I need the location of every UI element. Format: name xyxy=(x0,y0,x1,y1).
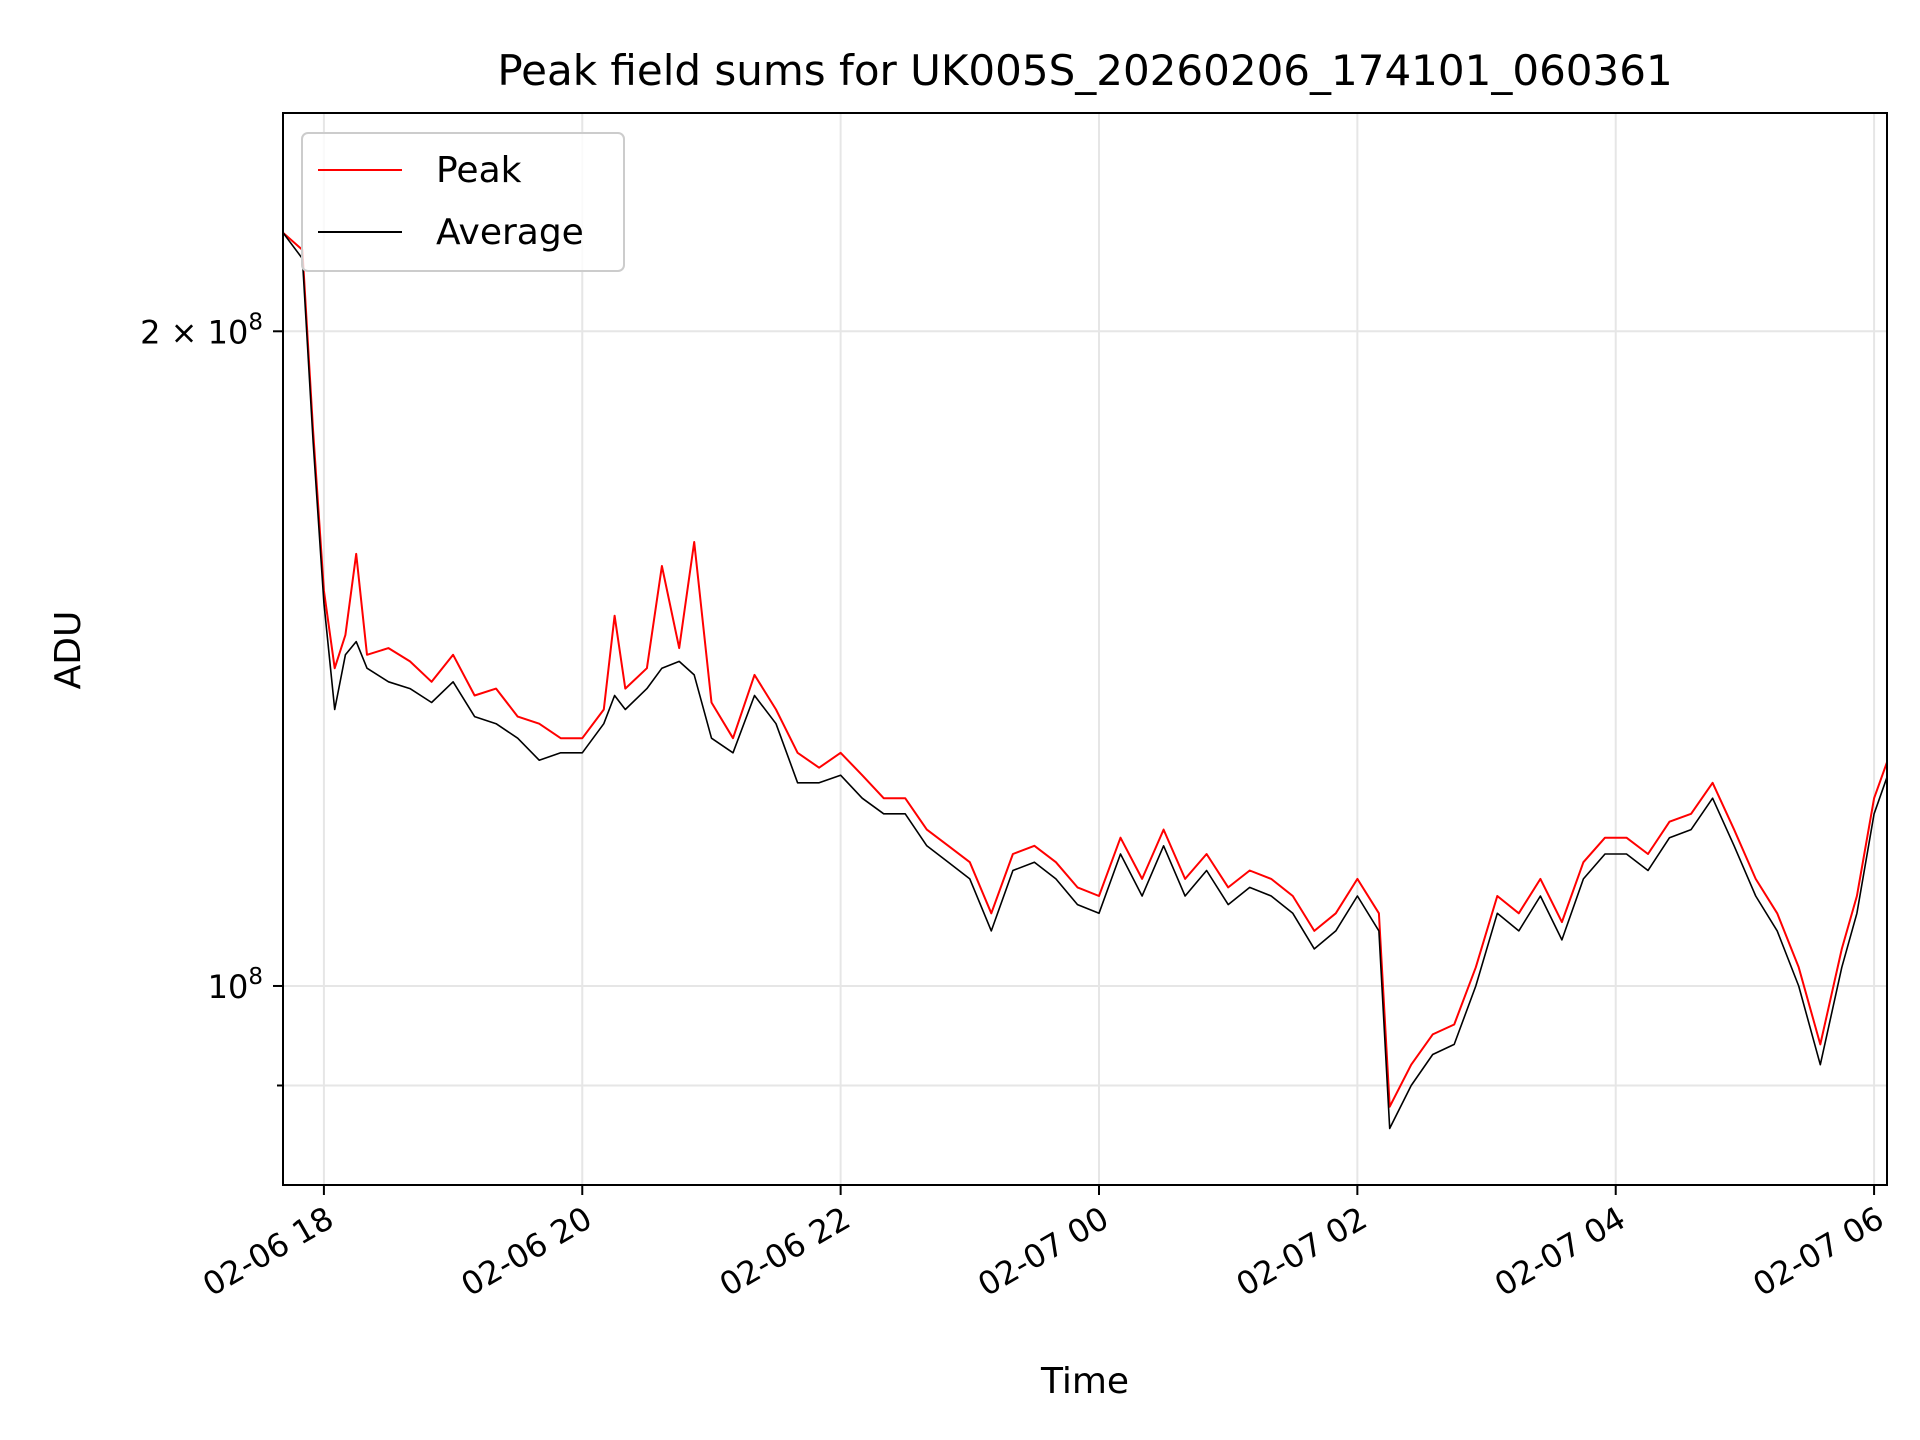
plot-frame xyxy=(282,112,1888,1186)
legend-box xyxy=(301,132,625,272)
chart-title: Peak field sums for UK005S_20260206_1741… xyxy=(497,46,1672,95)
y-tick-label: 108 xyxy=(208,964,263,1006)
series-line-peak xyxy=(283,231,1887,1108)
y-axis-label: ADU xyxy=(48,611,89,690)
y-tick-label: 2 × 108 xyxy=(140,309,263,351)
series-lines xyxy=(283,231,1887,1130)
legend-average-label: Average xyxy=(436,212,584,253)
legend: Peak Average xyxy=(301,132,625,272)
grid xyxy=(283,113,1887,1185)
x-axis-label: Time xyxy=(1040,1361,1129,1402)
series-line-average xyxy=(283,232,1887,1130)
legend-peak-label: Peak xyxy=(436,150,522,191)
